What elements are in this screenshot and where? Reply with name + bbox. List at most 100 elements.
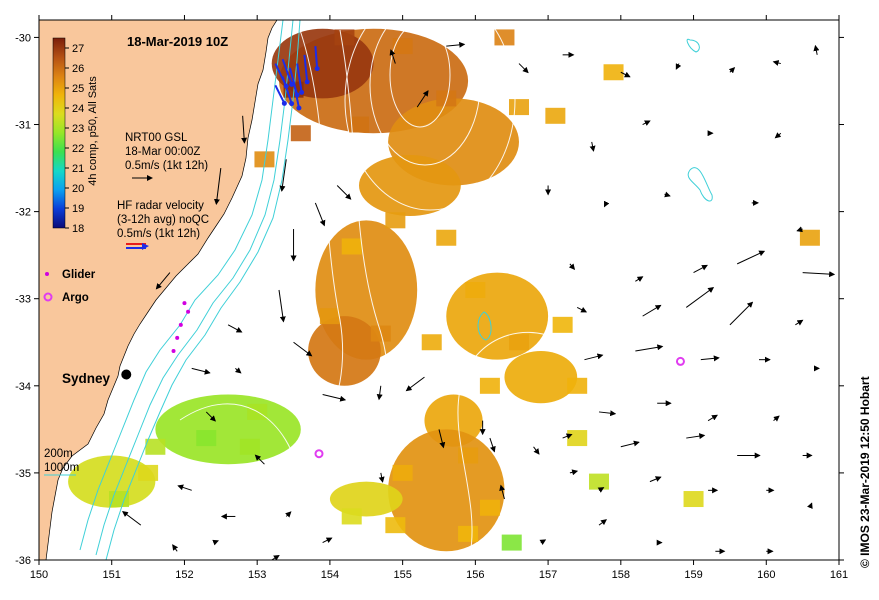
ssh-contour (179, 403, 304, 556)
x-tick-label: 156 (466, 569, 484, 581)
current-arrow (322, 537, 333, 544)
current-arrow (155, 272, 171, 290)
radar-arrow (314, 46, 319, 69)
radar-legend: HF radar velocity (3-12h avg) noQC 0.5m/… (117, 200, 209, 250)
current-arrow (241, 115, 248, 144)
ssh-contour (369, 20, 481, 166)
sst-cell (436, 229, 457, 246)
ssh-contours (179, 20, 561, 556)
current-arrow (576, 306, 588, 313)
y-tick-label: -31 (15, 120, 31, 132)
current-arrow (796, 226, 803, 233)
marker-legend: Glider Argo (43, 269, 96, 304)
current-arrow (227, 324, 243, 333)
map-title: 18-Mar-2019 10Z (127, 34, 228, 49)
x-tick-label: 155 (393, 569, 411, 581)
current-arrow (562, 433, 573, 440)
gsl-legend-scale: 0.5m/s (1kt 12h) (125, 160, 208, 172)
current-arrow (336, 185, 352, 200)
sst-cell (290, 125, 311, 142)
isobath-legend: 200m 1000m (44, 448, 79, 476)
current-arrow (489, 437, 496, 453)
sst-layer (68, 28, 820, 552)
current-arrow (285, 511, 292, 518)
sst-patch (446, 272, 549, 360)
sst-patch (271, 28, 374, 99)
current-arrow (539, 539, 547, 546)
current-arrow (518, 63, 529, 74)
gsl-legend-title: NRT00 GSL (125, 132, 188, 144)
sst-cell (458, 525, 479, 542)
current-arrow (635, 276, 644, 282)
current-arrow (700, 355, 720, 362)
radar-arrow (303, 54, 309, 82)
current-arrow (649, 476, 662, 483)
sst-cell (341, 238, 362, 255)
plot-frame (38, 19, 840, 561)
current-arrow (728, 67, 736, 74)
isobath-seamount (687, 167, 713, 202)
glider-marker (182, 301, 187, 306)
current-arrow (416, 90, 429, 108)
sst-cell (589, 473, 609, 490)
current-arrow (707, 414, 718, 422)
colorbar-tick-label: 21 (72, 163, 84, 175)
sst-cell (436, 90, 457, 107)
radar-arrow-head (314, 66, 320, 72)
argo-legend-label: Argo (62, 292, 89, 304)
sst-cell (509, 99, 529, 116)
sst-cell (567, 377, 588, 394)
current-arrow (772, 60, 781, 66)
colorbar-label: 4h comp, p50, All Sats (87, 76, 99, 186)
sst-cell (392, 464, 413, 481)
current-arrow (604, 200, 610, 208)
current-arrow (235, 367, 242, 374)
current-arrow (685, 287, 715, 308)
sst-cell (109, 491, 129, 508)
radar-arrow-head (304, 79, 310, 85)
sst-cell (545, 107, 566, 124)
current-arrow (802, 271, 836, 278)
ssh-contour (299, 29, 344, 471)
current-arrow (675, 63, 682, 70)
current-arrow (693, 264, 708, 274)
radar-legend-title: HF radar velocity (117, 200, 204, 212)
sst-patch (504, 350, 578, 404)
sst-cell (349, 116, 369, 133)
radar-legend-avg: (3-12h avg) noQC (117, 214, 209, 226)
x-tick-label: 158 (612, 569, 630, 581)
current-arrow (533, 446, 540, 455)
current-arrow (172, 544, 179, 552)
radar-arrow (281, 58, 293, 85)
sst-cell (385, 517, 406, 534)
x-tick-label: 150 (30, 569, 48, 581)
sydney-label: Sydney (62, 371, 111, 386)
x-axis: 150 151 152 153 154 155 156 157 158 159 160 161 (30, 15, 848, 581)
ssh-contour (389, 22, 451, 128)
glider-legend-icon (45, 272, 49, 276)
glider-marker (178, 322, 183, 327)
x-tick-label: 151 (103, 569, 121, 581)
colorbar-tick-label: 19 (72, 203, 84, 215)
radar-arrow (296, 63, 303, 93)
sst-patch (388, 429, 505, 552)
current-arrow (378, 472, 385, 483)
radar-arrow-head (281, 100, 287, 106)
sst-cell (341, 508, 362, 525)
current-arrow (279, 159, 287, 192)
current-arrow (499, 484, 506, 500)
current-arrow (686, 433, 706, 440)
current-arrow (389, 49, 396, 64)
y-tick-label: -36 (15, 555, 31, 567)
sst-cell (138, 464, 159, 481)
y-tick-label: -32 (15, 207, 31, 219)
argo-marker (314, 449, 324, 459)
imos-credit: © IMOS 23-Mar-2019 12:50 Hobart (858, 376, 872, 568)
current-arrow (598, 410, 617, 417)
colorbar-tick-label: 23 (72, 123, 84, 135)
sst-patch (329, 481, 403, 517)
y-tick-label: -30 (15, 32, 31, 44)
current-arrow (191, 367, 211, 375)
current-arrow (322, 394, 347, 402)
